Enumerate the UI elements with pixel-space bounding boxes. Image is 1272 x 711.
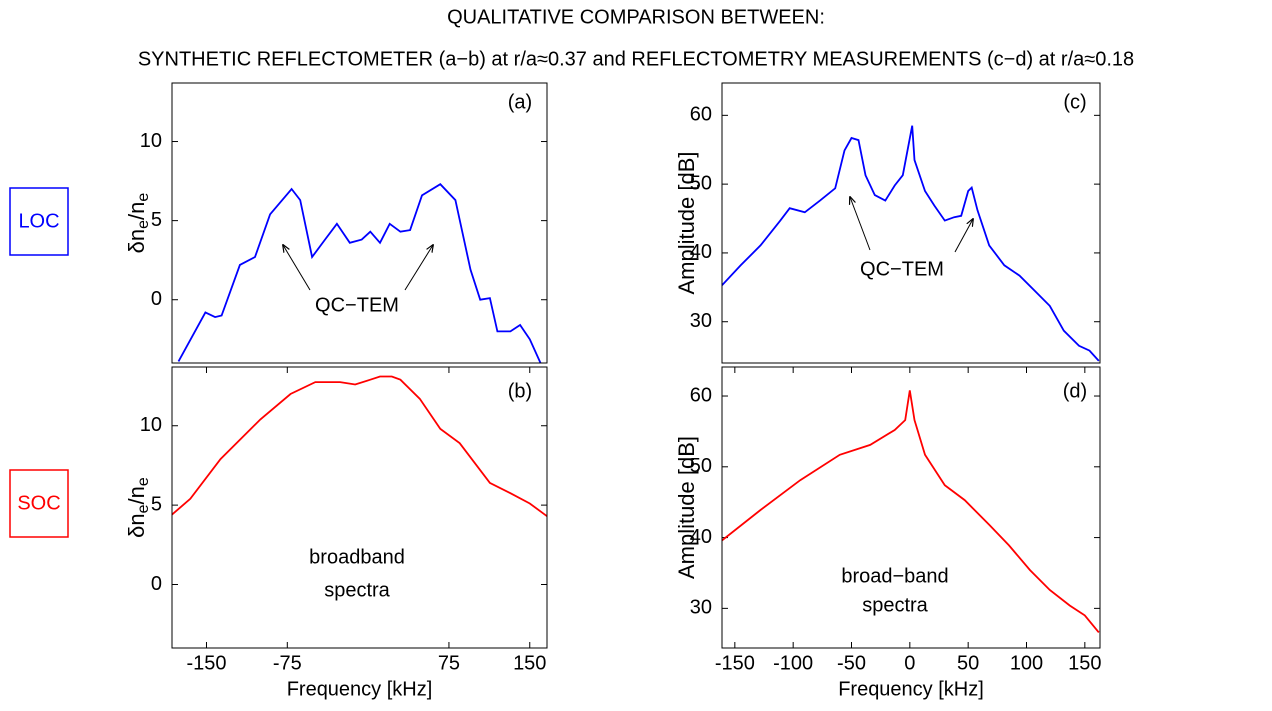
row-label: SOC [17,492,60,514]
y-tick-label: 0 [151,288,162,310]
data-line [722,390,1100,633]
x-tick-label: -150 [715,652,755,674]
axes-frame [721,82,1101,364]
data-line [172,375,547,517]
y-tick-label: 30 [690,597,712,619]
y-axis-label-part: Amplitude [dB] [674,436,699,579]
x-tick-label: 150 [1068,652,1101,674]
y-axis-label-part: Amplitude [dB] [674,151,699,294]
x-tick-label: -75 [273,652,302,674]
x-tick-label: 0 [904,652,915,674]
y-axis-label-part: /n [124,486,149,504]
annotation-arrow [283,245,311,291]
y-tick-label: 10 [140,130,162,152]
y-tick-label: 5 [151,209,162,231]
subtitle: SYNTHETIC REFLECTOMETER (a−b) at r/a≈0.3… [138,48,1134,70]
y-tick-label: 10 [140,414,162,436]
title: QUALITATIVE COMPARISON BETWEEN: [447,6,825,28]
y-axis-label-part: e [135,504,152,513]
x-tick-label: 75 [438,652,460,674]
x-tick-label: -100 [773,652,813,674]
x-tick-label: 50 [957,652,979,674]
annotation: (b) [508,380,532,402]
data-line [722,125,1100,362]
y-axis-label: δne/ne [124,477,152,538]
y-tick-label: 60 [690,104,712,126]
y-tick-label: 50 [690,455,712,477]
y-axis-label-part: /n [124,202,149,220]
data-line [177,183,542,363]
y-axis-label: Amplitude [dB] [674,436,699,579]
annotation: (a) [508,91,532,113]
annotation-arrow [404,245,433,291]
y-axis-label-part: e [135,220,152,229]
x-tick-label: -150 [186,652,226,674]
y-axis-label: Amplitude [dB] [674,151,699,294]
y-tick-label: 5 [151,493,162,515]
annotation: (c) [1063,91,1086,113]
annotation: spectra [862,594,928,616]
axes-frame [171,366,548,649]
row-label-box [9,187,69,256]
y-tick-label: 60 [690,384,712,406]
axes-frame [171,82,548,364]
axes-frame [721,366,1101,649]
y-axis-label-part: e [135,193,152,202]
y-tick-label: 50 [690,172,712,194]
y-tick-label: 40 [690,526,712,548]
x-tick-label: 100 [1010,652,1043,674]
y-axis-label-part: δn [124,229,149,253]
row-label-box [9,469,69,538]
row-label: LOC [18,210,59,232]
y-tick-label: 30 [690,310,712,332]
annotation: QC−TEM [860,258,944,280]
y-axis-label: δne/ne [124,193,152,254]
y-axis-label-part: δn [124,513,149,537]
annotation: broadband [309,546,405,568]
annotation: broad−band [841,565,948,587]
annotation-arrow [850,197,871,251]
y-tick-label: 0 [151,573,162,595]
x-axis-label: Frequency [kHz] [287,678,433,700]
y-tick-label: 40 [690,241,712,263]
x-tick-label: -50 [837,652,866,674]
annotation: spectra [324,579,390,601]
x-axis-label: Frequency [kHz] [838,678,984,700]
annotation: (d) [1063,380,1087,402]
annotation-arrow [954,219,973,253]
annotation: QC−TEM [315,294,399,316]
y-axis-label-part: e [135,477,152,486]
x-tick-label: 150 [513,652,546,674]
